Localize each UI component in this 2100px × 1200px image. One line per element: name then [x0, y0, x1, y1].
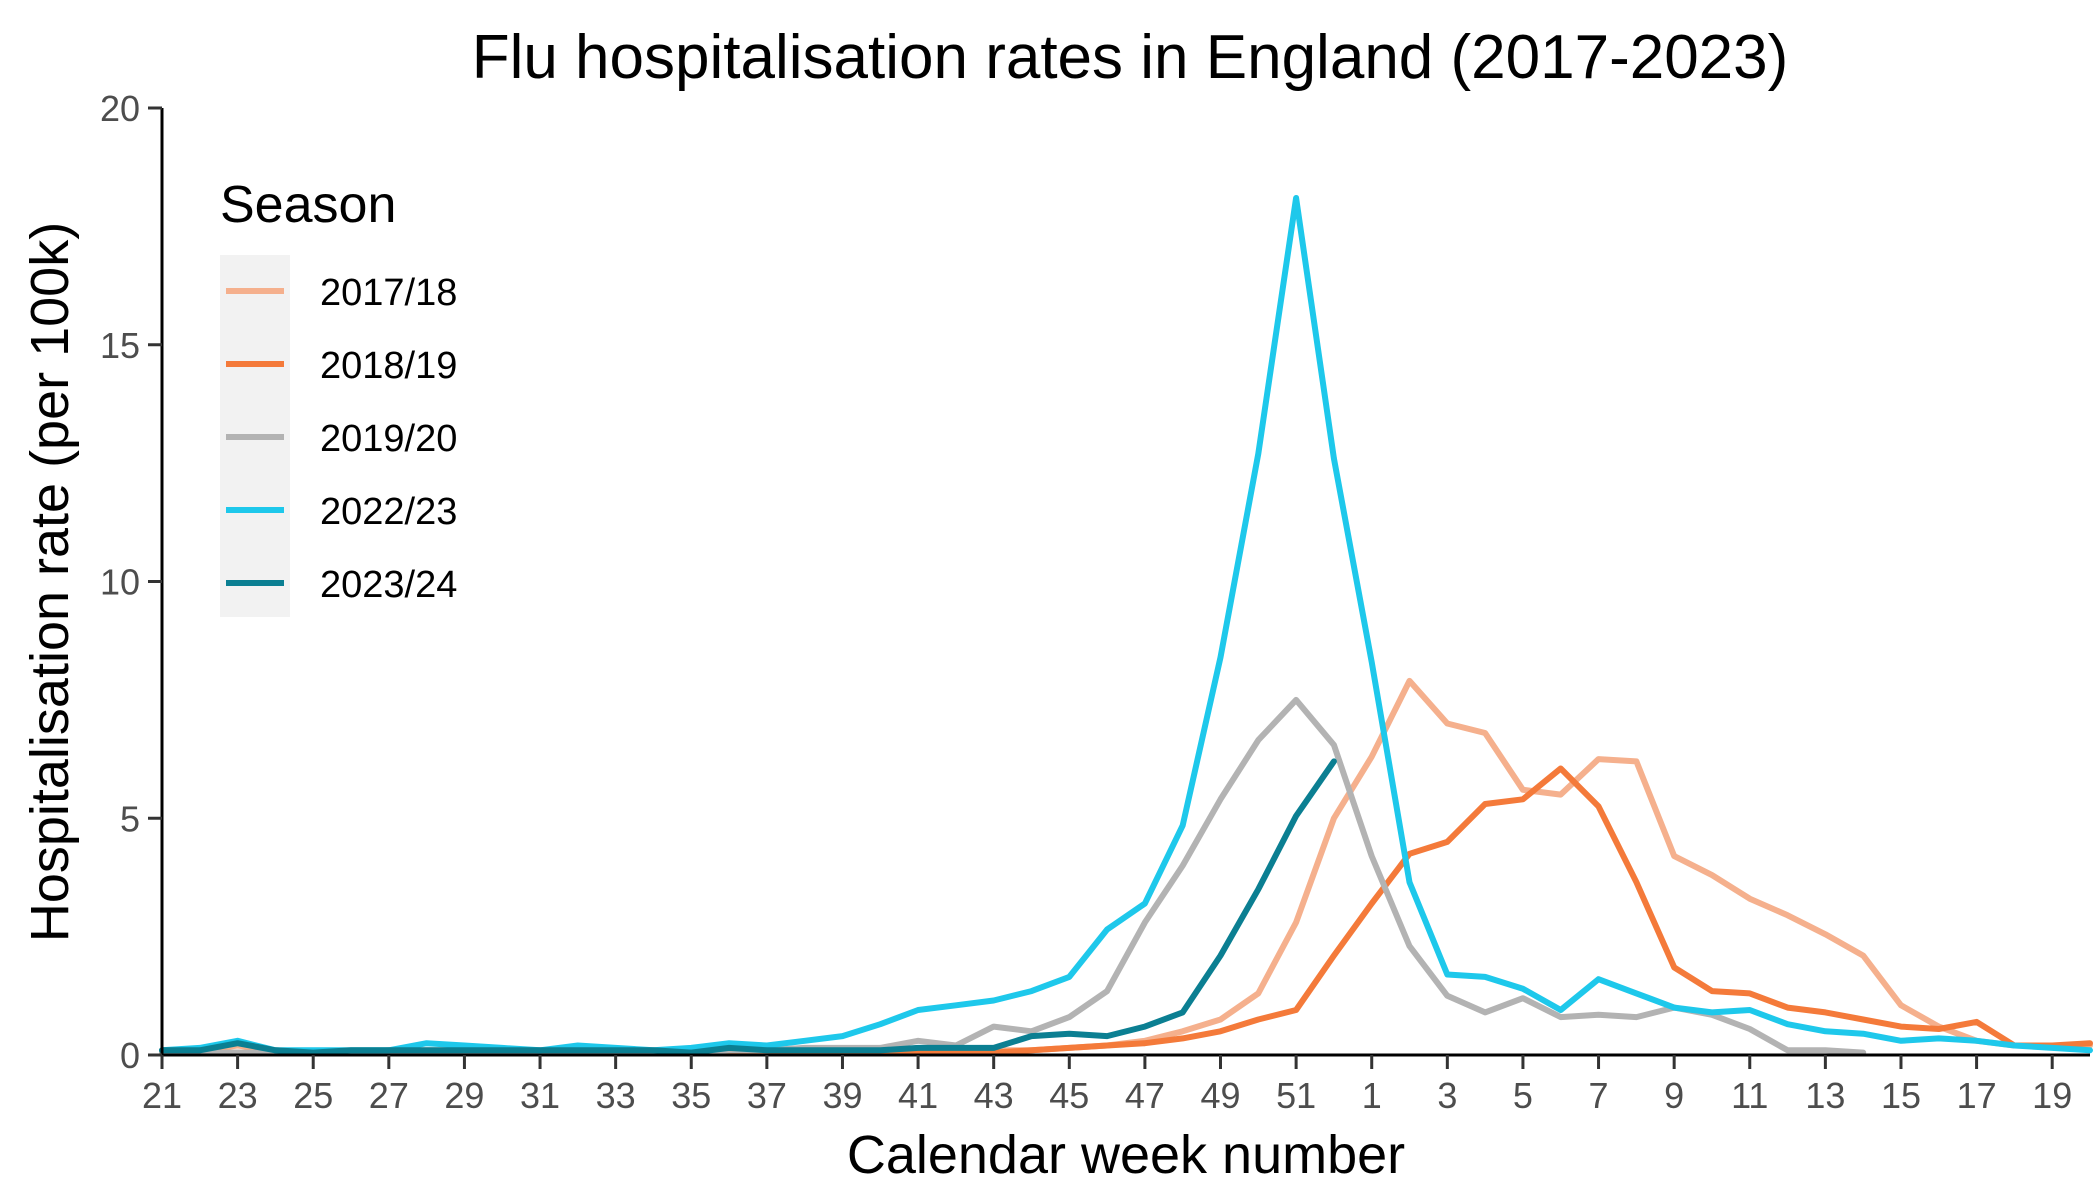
series-line-2019-20 — [159, 696, 1867, 1056]
y-tick-label: 15 — [100, 325, 140, 366]
plot-area — [159, 195, 2093, 1056]
x-tick-label: 37 — [747, 1075, 787, 1116]
x-tick-label: 19 — [2032, 1075, 2072, 1116]
legend-title: Season — [220, 176, 396, 234]
y-tick-label: 0 — [120, 1035, 140, 1076]
x-axis-title: Calendar week number — [847, 1125, 1405, 1185]
x-tick-label: 1 — [1362, 1075, 1382, 1116]
x-tick-label: 15 — [1881, 1075, 1921, 1116]
legend-label-2023-24: 2023/24 — [320, 564, 457, 606]
x-tick-label: 25 — [293, 1075, 333, 1116]
x-tick-label: 5 — [1513, 1075, 1533, 1116]
y-axis-title: Hospitalisation rate (per 100k) — [20, 222, 80, 942]
legend-label-2019-20: 2019/20 — [320, 418, 457, 460]
y-tick-label: 5 — [120, 798, 140, 839]
chart-title: Flu hospitalisation rates in England (20… — [472, 23, 1789, 92]
x-tick-label: 29 — [444, 1075, 484, 1116]
x-tick-label: 21 — [142, 1075, 182, 1116]
legend-label-2022-23: 2022/23 — [320, 491, 457, 533]
series-line-2017-18 — [159, 677, 2093, 1056]
x-tick-label: 43 — [974, 1075, 1014, 1116]
legend-label-2017-18: 2017/18 — [320, 272, 457, 314]
x-tick-label: 41 — [898, 1075, 938, 1116]
x-tick-label: 9 — [1664, 1075, 1684, 1116]
x-tick-label: 39 — [822, 1075, 862, 1116]
series-line-2022-23 — [159, 195, 2093, 1054]
x-tick-label: 49 — [1200, 1075, 1240, 1116]
x-tick-label: 17 — [1957, 1075, 1997, 1116]
y-tick-label: 20 — [100, 88, 140, 129]
legend: Season 2017/18 2018/19 2019/20 2022/23 2023/… — [220, 176, 457, 617]
x-tick-label: 51 — [1276, 1075, 1316, 1116]
x-tick-label: 27 — [369, 1075, 409, 1116]
x-tick-label: 7 — [1589, 1075, 1609, 1116]
x-tick-label: 23 — [218, 1075, 258, 1116]
x-tick-label: 45 — [1049, 1075, 1089, 1116]
x-tick-label: 13 — [1805, 1075, 1845, 1116]
y-tick-label: 10 — [100, 562, 140, 603]
x-tick-label: 35 — [671, 1075, 711, 1116]
legend-label-2018-19: 2018/19 — [320, 345, 457, 387]
series-line-2023-24 — [159, 758, 1337, 1056]
x-tick-label: 47 — [1125, 1075, 1165, 1116]
x-tick-label: 31 — [520, 1075, 560, 1116]
series-line-2018-19 — [159, 765, 2093, 1056]
x-tick-label: 33 — [596, 1075, 636, 1116]
x-tick-label: 3 — [1437, 1075, 1457, 1116]
x-tick-label: 11 — [1731, 1075, 1768, 1116]
